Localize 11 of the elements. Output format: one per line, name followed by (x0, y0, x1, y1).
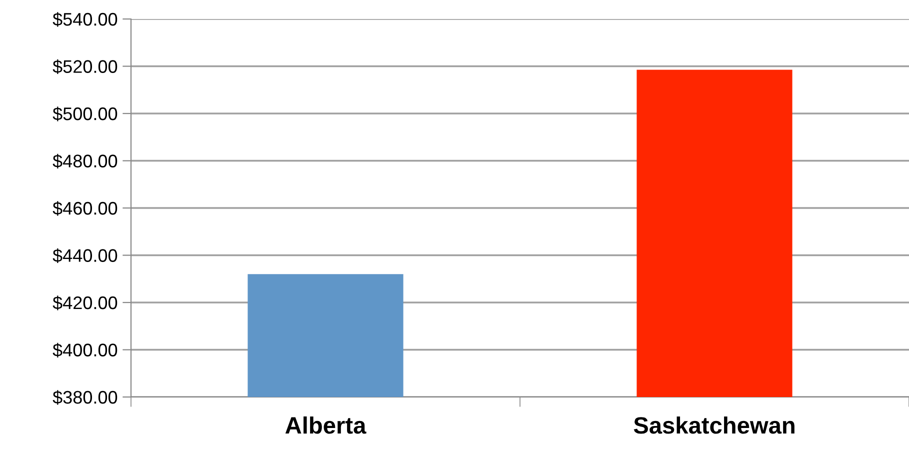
x-tick-label: Alberta (285, 416, 366, 434)
y-tick-label: $480.00 (52, 154, 118, 169)
y-tick-label: $520.00 (52, 59, 118, 74)
y-tick-label: $500.00 (52, 106, 118, 122)
x-tick-label: Saskatchewan (634, 416, 794, 434)
y-tick-label: $540.00 (52, 12, 118, 27)
y-tick-label: $380.00 (52, 390, 118, 405)
y-tick-label: $420.00 (52, 296, 118, 310)
y-tick-label: $400.00 (52, 342, 118, 358)
y-tick-label: $460.00 (52, 201, 118, 216)
y-tick-label: $440.00 (52, 248, 118, 264)
